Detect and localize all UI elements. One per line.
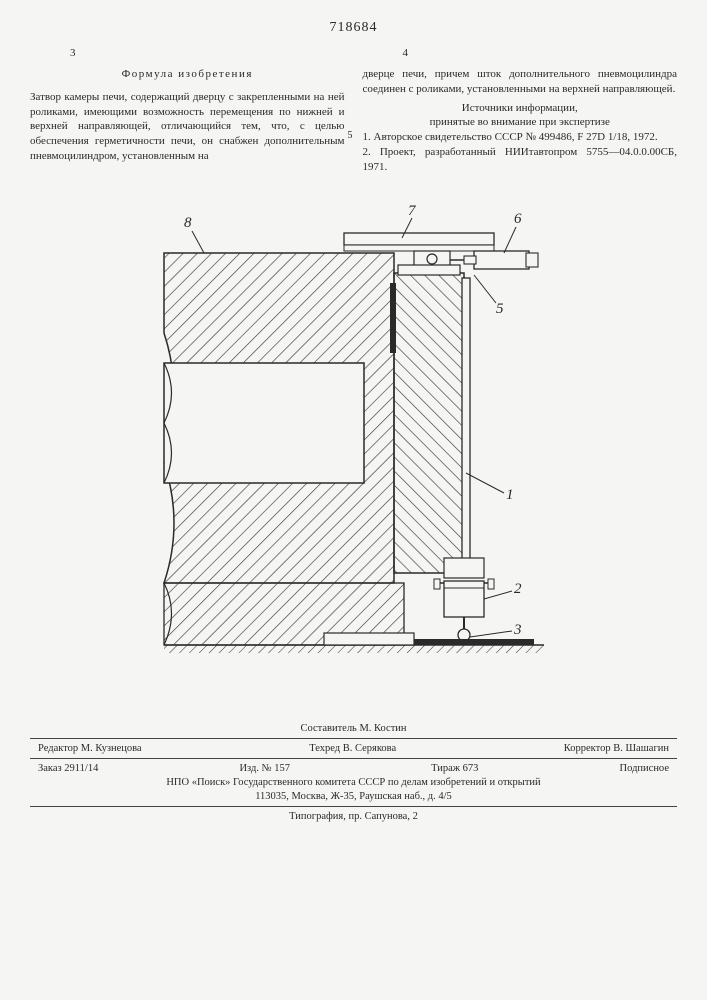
- footer-tirazh: Тираж 673: [431, 763, 478, 774]
- footer-compiler: Составитель М. Костин: [30, 723, 677, 734]
- left-col-number: 3: [30, 46, 345, 61]
- footer: Составитель М. Костин Редактор М. Кузнец…: [30, 723, 677, 822]
- figure: 8 7 6 5 1 2 3: [30, 193, 677, 653]
- footer-techred: Техред В. Серякова: [309, 743, 396, 754]
- gutter-mark-5: 5: [348, 130, 353, 141]
- right-column: 4 дверце печи, причем шток дополнительно…: [363, 46, 678, 175]
- left-paragraph: Затвор камеры печи, содержащий дверцу с …: [30, 90, 345, 164]
- figure-label-1: 1: [506, 487, 514, 503]
- footer-typo: Типография, пр. Сапунова, 2: [30, 811, 677, 822]
- figure-label-5: 5: [496, 301, 504, 317]
- figure-label-7: 7: [408, 203, 417, 219]
- document-number: 718684: [30, 20, 677, 36]
- figure-label-3: 3: [513, 622, 522, 638]
- right-col-number: 4: [363, 46, 678, 61]
- source-1: 1. Авторское свидетельство СССР № 499486…: [363, 130, 678, 145]
- text-columns: 3 Формула изобретения Затвор камеры печи…: [30, 46, 677, 175]
- footer-org: НПО «Поиск» Государственного комитета СС…: [30, 777, 677, 788]
- footer-order: Заказ 2911/14: [38, 763, 98, 774]
- source-2: 2. Проект, разработанный НИИтавтопром 57…: [363, 145, 678, 175]
- footer-corrector: Корректор В. Шашагин: [564, 743, 669, 754]
- footer-podpis: Подписное: [620, 763, 669, 774]
- figure-label-6: 6: [514, 211, 522, 227]
- left-column: 3 Формула изобретения Затвор камеры печи…: [30, 46, 345, 175]
- footer-editor: Редактор М. Кузнецова: [38, 743, 142, 754]
- right-paragraph-1: дверце печи, причем шток дополнительного…: [363, 67, 678, 97]
- footer-izd: Изд. № 157: [239, 763, 290, 774]
- footer-addr: 113035, Москва, Ж-35, Раушская наб., д. …: [30, 791, 677, 802]
- figure-label-8: 8: [184, 215, 192, 231]
- sources-title: Источники информации,: [363, 101, 678, 116]
- sources-subtitle: принятые во внимание при экспертизе: [363, 115, 678, 130]
- figure-label-2: 2: [514, 581, 522, 597]
- formula-title: Формула изобретения: [30, 67, 345, 82]
